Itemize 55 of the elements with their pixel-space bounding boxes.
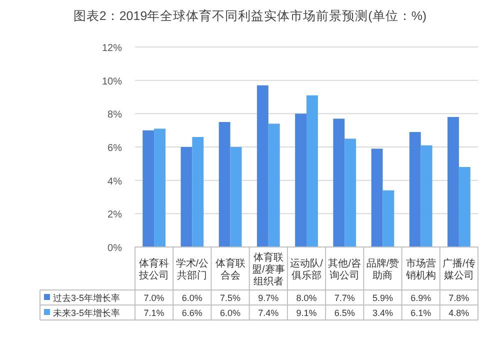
bar	[154, 128, 166, 247]
bar	[382, 190, 394, 247]
data-label: 9.7%	[258, 293, 279, 303]
x-tick-label: 学术/公共部门	[176, 258, 209, 282]
bar	[180, 147, 192, 247]
x-tick-label: 其他/咨询公司	[328, 258, 361, 282]
data-label: 6.0%	[220, 308, 241, 318]
data-label: 7.0%	[144, 293, 164, 303]
bar	[256, 85, 268, 247]
x-tick-label: 体育联盟/赛事组织者	[252, 252, 285, 288]
bar	[409, 132, 421, 247]
data-label: 4.8%	[448, 308, 470, 318]
data-label: 3.4%	[372, 308, 393, 318]
data-label: 7.1%	[144, 308, 164, 318]
x-tick-label: 广播/传媒公司	[442, 258, 476, 282]
bar	[306, 95, 318, 247]
y-tick-label: 12%	[102, 43, 122, 54]
y-tick-label: 10%	[102, 76, 122, 88]
bar	[295, 114, 306, 247]
bar	[142, 130, 154, 247]
bar	[333, 118, 345, 247]
bar	[268, 124, 280, 247]
x-tick-label: 体育联合会	[215, 258, 246, 282]
bar	[458, 167, 470, 247]
bar	[344, 138, 356, 247]
bar	[420, 145, 432, 247]
x-tick-label: 体育科技公司	[138, 258, 170, 282]
chart-title: 图表2：2019年全球体育不同利益实体市场前景预测(单位：%)	[73, 8, 427, 23]
data-label: 7.7%	[334, 293, 355, 303]
data-label: 6.1%	[410, 308, 432, 318]
data-label: 6.6%	[182, 308, 202, 318]
data-label: 8.0%	[296, 293, 317, 303]
data-label: 5.9%	[372, 293, 393, 303]
y-tick-label: 8%	[108, 110, 122, 121]
data-label: 7.4%	[258, 308, 279, 318]
bar	[230, 147, 242, 247]
x-tick-label: 市场营销机构	[404, 258, 436, 282]
legend-label: 未来3-5年增长率	[53, 308, 120, 318]
bar	[218, 122, 230, 247]
data-label: 6.0%	[182, 293, 202, 303]
bar	[371, 148, 383, 247]
y-tick-label: 2%	[108, 210, 122, 221]
data-label: 7.5%	[220, 293, 241, 303]
data-label: 7.8%	[448, 293, 470, 303]
data-label: 6.9%	[410, 293, 432, 303]
bar	[192, 137, 204, 247]
data-label: 6.5%	[334, 308, 355, 318]
legend-label: 过去3-5年增长率	[53, 293, 120, 303]
y-tick-label: 0%	[108, 243, 122, 254]
x-tick-label: 运动队/俱乐部	[290, 258, 324, 282]
y-tick-label: 4%	[108, 176, 122, 188]
x-tick-label: 品牌/赞助商	[366, 258, 400, 282]
y-tick-label: 6%	[108, 143, 122, 154]
data-label: 9.1%	[296, 308, 317, 318]
bar	[448, 117, 459, 247]
